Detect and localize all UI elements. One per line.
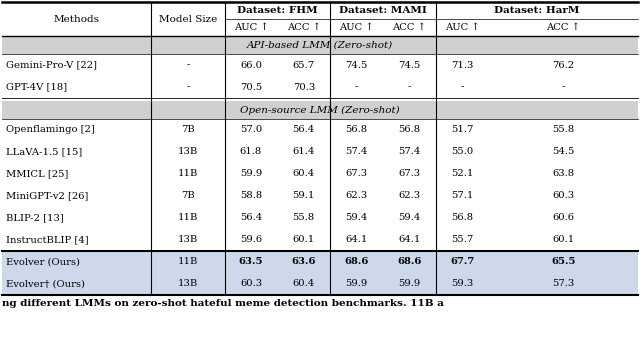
Text: 59.9: 59.9 bbox=[398, 279, 420, 288]
Text: Dataset: HarM: Dataset: HarM bbox=[494, 6, 580, 15]
Text: -: - bbox=[561, 83, 565, 91]
Text: 70.5: 70.5 bbox=[240, 83, 262, 91]
Text: InstructBLIP [4]: InstructBLIP [4] bbox=[6, 235, 88, 244]
Text: GPT-4V [18]: GPT-4V [18] bbox=[6, 83, 67, 91]
Text: 11B: 11B bbox=[178, 257, 198, 266]
Text: 63.8: 63.8 bbox=[552, 170, 574, 178]
Text: 56.4: 56.4 bbox=[292, 126, 315, 135]
Text: 68.6: 68.6 bbox=[344, 257, 369, 266]
Text: 68.6: 68.6 bbox=[397, 257, 422, 266]
Text: 59.4: 59.4 bbox=[346, 213, 368, 222]
Text: 60.3: 60.3 bbox=[240, 279, 262, 288]
Bar bbox=[2, 36, 638, 54]
Text: 57.0: 57.0 bbox=[240, 126, 262, 135]
Text: 60.4: 60.4 bbox=[292, 170, 315, 178]
Text: 64.1: 64.1 bbox=[398, 235, 420, 244]
Text: 56.8: 56.8 bbox=[451, 213, 473, 222]
Text: 60.6: 60.6 bbox=[552, 213, 574, 222]
Text: Openflamingo [2]: Openflamingo [2] bbox=[6, 126, 95, 135]
Text: Dataset: FHM: Dataset: FHM bbox=[237, 6, 317, 15]
Text: 55.0: 55.0 bbox=[451, 148, 473, 157]
Text: 11B: 11B bbox=[178, 213, 198, 222]
Text: API-based LMM (Zero-shot): API-based LMM (Zero-shot) bbox=[247, 40, 393, 49]
Text: 56.4: 56.4 bbox=[240, 213, 262, 222]
Text: 52.1: 52.1 bbox=[451, 170, 474, 178]
Text: 65.7: 65.7 bbox=[292, 61, 315, 70]
Text: -: - bbox=[408, 83, 411, 91]
Text: ACC ↑: ACC ↑ bbox=[547, 23, 580, 32]
Text: 55.8: 55.8 bbox=[292, 213, 315, 222]
Text: 51.7: 51.7 bbox=[451, 126, 474, 135]
Text: ACC ↑: ACC ↑ bbox=[287, 23, 321, 32]
Bar bbox=[2, 101, 638, 119]
Text: AUC ↑: AUC ↑ bbox=[339, 23, 374, 32]
Text: 54.5: 54.5 bbox=[552, 148, 575, 157]
Text: 55.7: 55.7 bbox=[451, 235, 473, 244]
Text: 7B: 7B bbox=[181, 191, 195, 200]
Text: 60.1: 60.1 bbox=[552, 235, 574, 244]
Text: -: - bbox=[186, 61, 189, 70]
Text: 56.8: 56.8 bbox=[346, 126, 367, 135]
Text: -: - bbox=[460, 83, 464, 91]
Text: ACC ↑: ACC ↑ bbox=[392, 23, 426, 32]
Bar bbox=[2, 251, 638, 273]
Text: 58.8: 58.8 bbox=[240, 191, 262, 200]
Text: 61.4: 61.4 bbox=[292, 148, 315, 157]
Bar bbox=[2, 273, 638, 295]
Text: LLaVA-1.5 [15]: LLaVA-1.5 [15] bbox=[6, 148, 83, 157]
Text: 60.1: 60.1 bbox=[292, 235, 315, 244]
Text: Evolver (Ours): Evolver (Ours) bbox=[6, 257, 80, 266]
Text: 67.3: 67.3 bbox=[346, 170, 367, 178]
Text: AUC ↑: AUC ↑ bbox=[234, 23, 268, 32]
Text: AUC ↑: AUC ↑ bbox=[445, 23, 479, 32]
Text: 59.9: 59.9 bbox=[240, 170, 262, 178]
Text: 61.8: 61.8 bbox=[240, 148, 262, 157]
Text: MMICL [25]: MMICL [25] bbox=[6, 170, 68, 178]
Text: Methods: Methods bbox=[54, 14, 100, 23]
Text: 63.6: 63.6 bbox=[292, 257, 316, 266]
Text: -: - bbox=[355, 83, 358, 91]
Text: 76.2: 76.2 bbox=[552, 61, 574, 70]
Text: 59.1: 59.1 bbox=[292, 191, 315, 200]
Text: 66.0: 66.0 bbox=[240, 61, 262, 70]
Text: 56.8: 56.8 bbox=[398, 126, 420, 135]
Text: 59.4: 59.4 bbox=[398, 213, 420, 222]
Text: 13B: 13B bbox=[178, 279, 198, 288]
Bar bbox=[2, 2, 638, 295]
Text: 59.3: 59.3 bbox=[451, 279, 473, 288]
Text: 74.5: 74.5 bbox=[346, 61, 368, 70]
Text: 13B: 13B bbox=[178, 148, 198, 157]
Text: 11B: 11B bbox=[178, 170, 198, 178]
Text: 63.5: 63.5 bbox=[239, 257, 263, 266]
Text: 13B: 13B bbox=[178, 235, 198, 244]
Text: 57.4: 57.4 bbox=[346, 148, 368, 157]
Text: 71.3: 71.3 bbox=[451, 61, 474, 70]
Text: Gemini-Pro-V [22]: Gemini-Pro-V [22] bbox=[6, 61, 97, 70]
Text: 62.3: 62.3 bbox=[346, 191, 367, 200]
Text: MiniGPT-v2 [26]: MiniGPT-v2 [26] bbox=[6, 191, 88, 200]
Text: 59.6: 59.6 bbox=[240, 235, 262, 244]
Text: 67.7: 67.7 bbox=[450, 257, 474, 266]
Text: 62.3: 62.3 bbox=[398, 191, 420, 200]
Text: Dataset: MAMI: Dataset: MAMI bbox=[339, 6, 427, 15]
Text: 55.8: 55.8 bbox=[552, 126, 574, 135]
Text: Open-source LMM (Zero-shot): Open-source LMM (Zero-shot) bbox=[240, 105, 400, 114]
Text: 70.3: 70.3 bbox=[292, 83, 315, 91]
Text: BLIP-2 [13]: BLIP-2 [13] bbox=[6, 213, 64, 222]
Text: ng different LMMs on zero-shot hateful meme detection benchmarks. 11B a: ng different LMMs on zero-shot hateful m… bbox=[2, 299, 444, 308]
Text: 59.9: 59.9 bbox=[346, 279, 368, 288]
Text: Model Size: Model Size bbox=[159, 14, 217, 23]
Text: -: - bbox=[186, 83, 189, 91]
Text: 57.3: 57.3 bbox=[552, 279, 574, 288]
Text: 60.4: 60.4 bbox=[292, 279, 315, 288]
Text: 74.5: 74.5 bbox=[398, 61, 420, 70]
Text: 67.3: 67.3 bbox=[398, 170, 420, 178]
Text: 65.5: 65.5 bbox=[551, 257, 575, 266]
Text: 57.1: 57.1 bbox=[451, 191, 474, 200]
Text: 60.3: 60.3 bbox=[552, 191, 574, 200]
Text: 7B: 7B bbox=[181, 126, 195, 135]
Text: Evolver† (Ours): Evolver† (Ours) bbox=[6, 279, 85, 288]
Text: 57.4: 57.4 bbox=[398, 148, 420, 157]
Text: 64.1: 64.1 bbox=[346, 235, 368, 244]
